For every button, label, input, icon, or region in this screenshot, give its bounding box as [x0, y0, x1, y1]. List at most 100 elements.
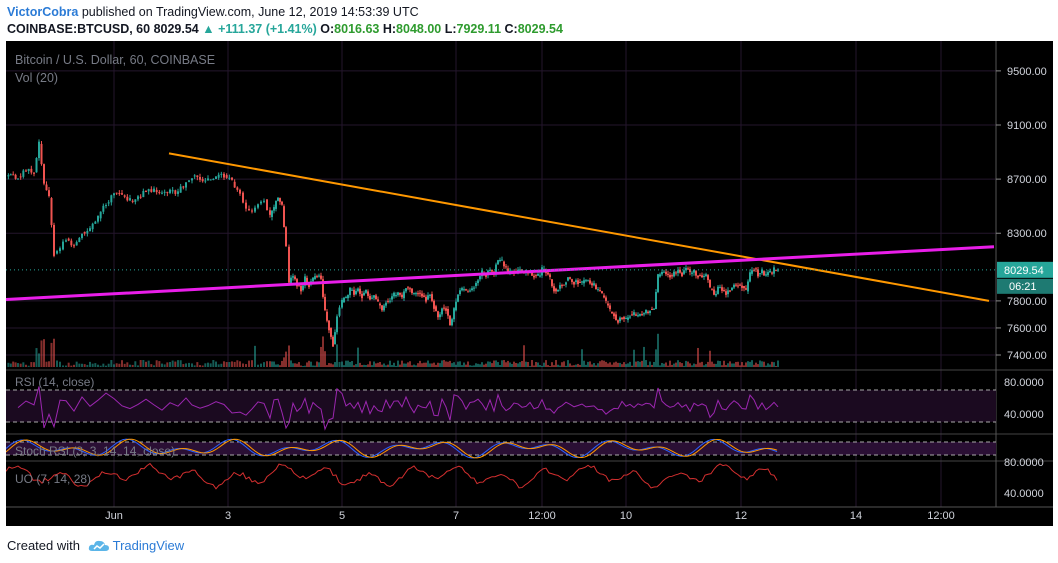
volume-bar: [537, 362, 539, 367]
candle-body: [431, 294, 433, 301]
volume-bar: [603, 360, 605, 367]
candle-body: [185, 182, 187, 188]
volume-bar: [429, 363, 431, 367]
candle-body: [735, 284, 737, 286]
candle-body: [599, 290, 601, 292]
candle-body: [343, 297, 345, 303]
candle-body: [67, 238, 70, 241]
candle-body: [341, 299, 343, 308]
volume-bar: [405, 363, 407, 367]
volume-bar: [383, 363, 385, 367]
candle-body: [389, 300, 391, 302]
rsi-line: [17, 386, 779, 431]
volume-bar: [463, 362, 465, 367]
candle-body: [391, 296, 393, 300]
volume-bar: [225, 362, 228, 367]
candle-body: [283, 206, 285, 228]
volume-bar: [483, 364, 485, 367]
candle-body: [322, 279, 324, 297]
volume-bar: [81, 363, 83, 367]
uo-label: UO (7, 14, 28): [15, 472, 91, 486]
volume-bar: [665, 362, 667, 367]
price-axis-tick: 9100.00: [1007, 120, 1047, 132]
candle-body: [603, 295, 605, 298]
volume-bar: [547, 365, 549, 367]
candle-body: [601, 291, 603, 294]
volume-bar: [503, 360, 505, 367]
candle-body: [471, 288, 473, 291]
candle-body: [517, 269, 519, 272]
volume-bar: [193, 365, 196, 367]
candle-body: [621, 317, 623, 319]
volume-bar: [294, 363, 296, 367]
volume-bar: [35, 348, 38, 367]
volume-bar: [721, 365, 723, 367]
candle-body: [439, 314, 441, 318]
candle-body: [349, 287, 351, 296]
volume-bar: [314, 365, 316, 367]
volume-bar: [697, 347, 699, 367]
volume-bar: [179, 360, 182, 367]
candle-body: [367, 291, 369, 296]
chart-area[interactable]: 9750.00 9500.00 9100.00 8700.00 8300.00 7800.…: [6, 41, 1053, 526]
volume-bar: [499, 364, 501, 367]
candle-body: [155, 189, 158, 193]
candle-body: [559, 285, 561, 289]
candle-body: [693, 270, 695, 273]
volume-bar: [153, 365, 155, 367]
candle-body: [324, 296, 326, 311]
candle-body: [279, 198, 281, 202]
candle-body: [306, 277, 308, 283]
volume-bar: [461, 365, 463, 367]
candle-body: [489, 269, 491, 271]
candle-body: [465, 289, 467, 291]
time-axis-tick: 3: [225, 510, 231, 522]
candle-body: [316, 276, 318, 278]
volume-bar: [399, 364, 401, 367]
volume-bar: [389, 360, 391, 367]
current-price-label: 8029.54: [1004, 265, 1044, 277]
volume-bar: [509, 362, 511, 367]
volume-bar: [727, 363, 729, 367]
volume-bar: [579, 364, 581, 367]
candle-body: [290, 277, 292, 284]
volume-bar: [507, 360, 509, 367]
volume-bar: [591, 364, 593, 367]
tradingview-link[interactable]: TradingView: [112, 538, 185, 553]
author-link[interactable]: VictorCobra: [7, 5, 79, 19]
volume-bar: [89, 361, 91, 367]
candle-body: [663, 271, 665, 273]
candle-body: [9, 174, 12, 176]
candle-body: [453, 308, 455, 320]
volume-bar: [215, 361, 217, 367]
candle-body: [110, 195, 113, 203]
candle-body: [387, 300, 389, 302]
volume-bar: [519, 362, 521, 367]
volume-bar: [545, 360, 547, 367]
chart-svg[interactable]: 9750.00 9500.00 9100.00 8700.00 8300.00 7800.…: [6, 41, 1053, 526]
volume-bar: [425, 362, 427, 367]
volume-bar: [527, 361, 529, 367]
candle-body: [281, 201, 283, 205]
volume-bar: [673, 363, 675, 367]
candle-body: [27, 168, 30, 171]
volume-bar: [625, 364, 627, 367]
trendline-ascending: [6, 245, 995, 302]
candle-body: [495, 264, 497, 274]
candle-body: [767, 272, 769, 276]
candle-body: [131, 200, 134, 202]
volume-bar: [413, 364, 415, 367]
volume-bar: [771, 361, 773, 367]
candle-body: [242, 192, 244, 203]
tradingview-cloud-icon: [88, 539, 110, 556]
volume-bar: [45, 361, 48, 367]
candle-body: [89, 228, 91, 232]
candle-body: [555, 288, 557, 292]
current-price-badge: [997, 261, 1053, 278]
candle-body: [239, 189, 241, 194]
candle-body: [651, 309, 653, 310]
candle-body: [383, 305, 385, 311]
candle-body: [359, 288, 361, 294]
candle-body: [48, 190, 50, 197]
candle-body: [415, 293, 417, 295]
